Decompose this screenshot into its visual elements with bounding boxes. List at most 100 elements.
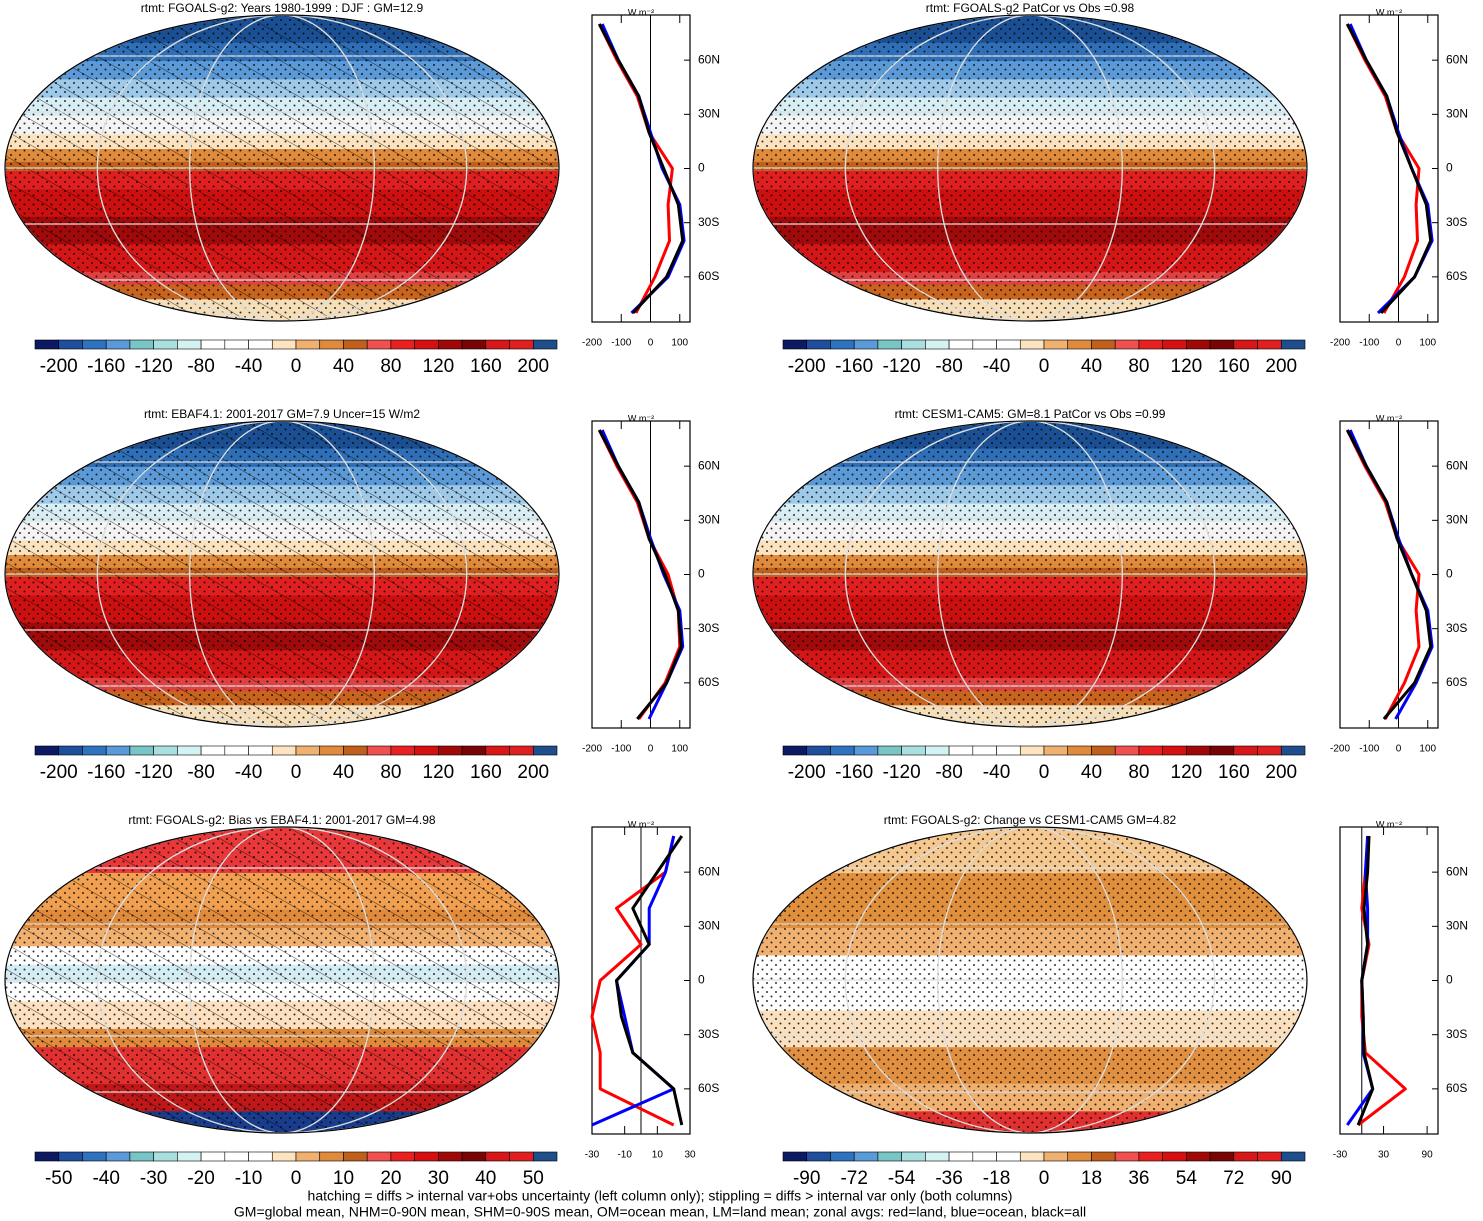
x-tick-label: 30 bbox=[684, 1150, 696, 1161]
colorbar-box bbox=[782, 745, 808, 756]
colorbar-label: 80 bbox=[1128, 762, 1149, 783]
colorbar-label: -50 bbox=[45, 1168, 72, 1189]
colorbar-label: 120 bbox=[1171, 762, 1203, 783]
colorbar-label: -40 bbox=[235, 762, 262, 783]
y-tick-label: 0 bbox=[1446, 161, 1453, 175]
y-tick-label: 30N bbox=[1446, 512, 1468, 526]
colorbar-label: 120 bbox=[423, 762, 455, 783]
colorbar-label: 90 bbox=[1271, 1168, 1292, 1189]
colorbar-label: -200 bbox=[788, 356, 826, 377]
y-tick-label: 60N bbox=[1446, 458, 1468, 472]
x-tick-label: -30 bbox=[1333, 1150, 1348, 1161]
colorbar-label: 120 bbox=[423, 356, 455, 377]
zonal-line bbox=[591, 835, 676, 1127]
colorbar-box bbox=[461, 1151, 487, 1162]
meridian bbox=[844, 15, 1216, 321]
colorbar-box bbox=[1186, 745, 1211, 756]
zonal-line bbox=[1345, 23, 1421, 314]
colorbar-box bbox=[806, 1151, 831, 1162]
colorbar-box bbox=[1280, 745, 1306, 756]
x-tick-label: -100 bbox=[1359, 744, 1379, 755]
colorbar-box bbox=[271, 745, 297, 756]
y-tick-label: 0 bbox=[1446, 567, 1453, 581]
colorbar-box bbox=[1091, 339, 1116, 350]
colorbar-box bbox=[105, 1151, 131, 1162]
colorbar-label: 80 bbox=[380, 356, 401, 377]
colorbar-box bbox=[1257, 339, 1282, 350]
colorbar-label: -200 bbox=[788, 762, 826, 783]
unit-label: W m⁻² bbox=[628, 7, 654, 17]
colorbar-box bbox=[295, 339, 321, 350]
unit-label: W m⁻² bbox=[1376, 413, 1402, 423]
colorbar-box bbox=[972, 1151, 997, 1162]
colorbar-box bbox=[129, 745, 154, 756]
colorbar-label: 80 bbox=[380, 762, 401, 783]
colorbar-box bbox=[877, 745, 902, 756]
colorbar-box bbox=[58, 339, 83, 350]
x-tick-label: 0 bbox=[1396, 744, 1402, 755]
colorbar-box bbox=[1114, 1151, 1140, 1162]
colorbar-box bbox=[1114, 745, 1140, 756]
colorbar-box bbox=[461, 339, 487, 350]
x-tick-label: 30 bbox=[1378, 1150, 1390, 1161]
y-tick-label: 0 bbox=[1446, 973, 1453, 987]
colorbar-label: 200 bbox=[1265, 762, 1297, 783]
y-tick-label: 30N bbox=[1446, 106, 1468, 120]
colorbar-box bbox=[1233, 745, 1258, 756]
y-tick-label: 60N bbox=[1446, 864, 1468, 878]
colorbar-label: -36 bbox=[935, 1168, 962, 1189]
colorbar-label: -30 bbox=[140, 1168, 167, 1189]
colorbar-box bbox=[153, 339, 178, 350]
map bbox=[753, 15, 1307, 321]
colorbar-label: 0 bbox=[1039, 356, 1050, 377]
y-tick-label: 30N bbox=[698, 106, 720, 120]
y-tick-label: 30S bbox=[698, 215, 719, 229]
colorbar-box bbox=[366, 1151, 392, 1162]
x-tick-label: 0 bbox=[648, 744, 654, 755]
colorbar-label: -160 bbox=[835, 356, 873, 377]
colorbar-label: 0 bbox=[1039, 762, 1050, 783]
colorbar-box bbox=[1162, 339, 1187, 350]
colorbar-box bbox=[390, 1151, 415, 1162]
colorbar-box bbox=[271, 339, 297, 350]
colorbar-box bbox=[390, 745, 415, 756]
map-border bbox=[752, 420, 1308, 728]
zonal-line bbox=[615, 835, 684, 1126]
colorbar-box bbox=[1138, 1151, 1163, 1162]
zonal-line bbox=[1345, 23, 1433, 315]
colorbar-box bbox=[1257, 1151, 1282, 1162]
zonal-line bbox=[1345, 429, 1421, 720]
colorbar-box bbox=[343, 745, 368, 756]
colorbar-label: -40 bbox=[92, 1168, 119, 1189]
x-tick-label: -10 bbox=[617, 1150, 632, 1161]
y-tick-label: 60N bbox=[698, 52, 720, 66]
colorbar-label: 10 bbox=[333, 1168, 354, 1189]
colorbar-box bbox=[1138, 745, 1163, 756]
colorbar-label: 0 bbox=[291, 1168, 302, 1189]
meridian bbox=[937, 421, 1123, 727]
meridian bbox=[189, 421, 375, 727]
x-tick-label: 0 bbox=[1396, 338, 1402, 349]
x-tick-label: -100 bbox=[611, 744, 631, 755]
colorbar-box bbox=[830, 339, 855, 350]
meridian bbox=[96, 827, 468, 1133]
colorbar-box bbox=[200, 339, 226, 350]
unit-label: W m⁻² bbox=[628, 413, 654, 423]
colorbar-box bbox=[248, 339, 273, 350]
colorbar-box bbox=[1043, 1151, 1069, 1162]
colorbar-label: -160 bbox=[87, 762, 125, 783]
y-tick-label: 30S bbox=[698, 621, 719, 635]
colorbar-box bbox=[485, 1151, 510, 1162]
y-tick-label: 60N bbox=[1446, 52, 1468, 66]
y-tick-label: 30S bbox=[1446, 621, 1467, 635]
colorbar-box bbox=[200, 1151, 226, 1162]
colorbar-box bbox=[153, 745, 178, 756]
map bbox=[5, 827, 559, 1133]
colorbar-label: -120 bbox=[135, 762, 173, 783]
colorbar-box bbox=[319, 339, 344, 350]
panel-title: rtmt: EBAF4.1: 2001-2017 GM=7.9 Uncer=15… bbox=[144, 407, 420, 421]
colorbar-label: 72 bbox=[1223, 1168, 1244, 1189]
unit-label: W m⁻² bbox=[1376, 7, 1402, 17]
colorbar-label: -72 bbox=[840, 1168, 867, 1189]
colorbar-box bbox=[319, 1151, 344, 1162]
